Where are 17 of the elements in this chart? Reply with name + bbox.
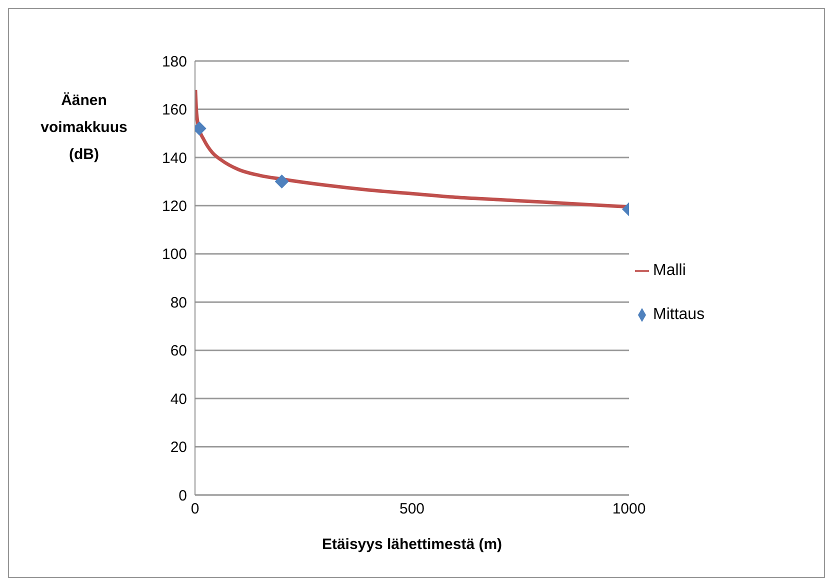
- y-tick-label: 40: [170, 390, 187, 408]
- y-tick-label: 140: [162, 150, 187, 167]
- x-tick-label: 0: [190, 500, 200, 518]
- y-axis-title: Äänen voimakkuus (dB): [40, 91, 128, 165]
- x-tick-label: 1000: [612, 500, 646, 518]
- y-tick-label: 100: [162, 246, 187, 264]
- y-tick-label: 180: [162, 53, 187, 70]
- y-tick-label: 60: [170, 342, 187, 360]
- y-tick-label: 120: [162, 198, 187, 215]
- y-tick-label: 0: [178, 487, 187, 504]
- legend-label: Malli: [653, 262, 686, 279]
- legend-label: Mittaus: [653, 306, 705, 323]
- y-tick-label: 80: [170, 294, 187, 312]
- x-axis-title: Etäisyys lähettimestä (m): [322, 536, 502, 553]
- x-tick-label: 500: [399, 500, 425, 518]
- y-tick-label: 20: [170, 439, 187, 456]
- y-tick-label: 160: [162, 102, 187, 119]
